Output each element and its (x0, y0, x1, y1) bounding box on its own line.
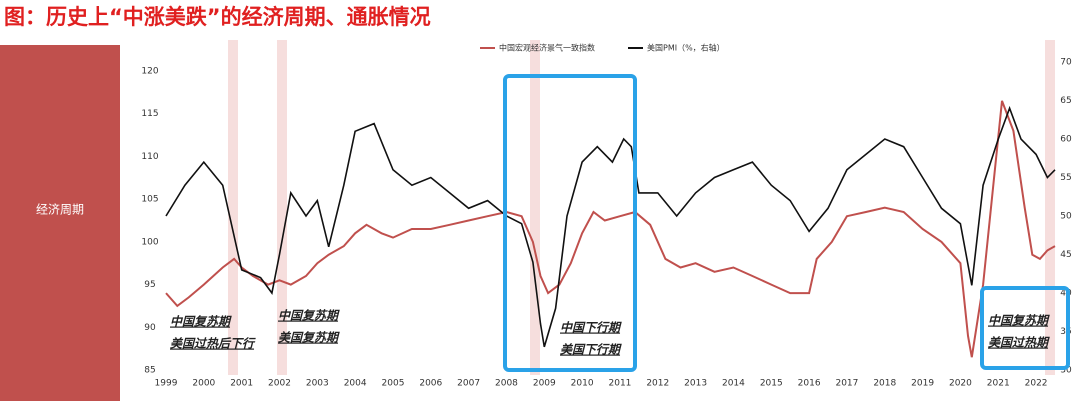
y2-tick-label: 70 (1060, 58, 1072, 68)
highlight-box (503, 74, 637, 372)
y-tick-label: 100 (141, 237, 158, 247)
x-tick-label: 2016 (798, 379, 821, 389)
panel-label: 经济周期 (36, 202, 84, 217)
x-tick-label: 2018 (873, 379, 896, 389)
y2-tick-label: 45 (1060, 250, 1071, 260)
y2-tick-label: 65 (1060, 96, 1071, 106)
y-tick-label: 85 (144, 366, 155, 376)
y2-tick-label: 60 (1060, 135, 1072, 145)
y2-tick-label: 55 (1060, 173, 1071, 183)
x-tick-label: 2006 (419, 379, 442, 389)
legend-label: 美国PMI（%，右轴） (647, 43, 725, 53)
x-tick-label: 2013 (684, 379, 707, 389)
annotation: 美国过热期 (988, 336, 1050, 350)
annotation: 中国复苏期 (170, 315, 232, 329)
x-tick-label: 2002 (268, 379, 291, 389)
x-tick-label: 2021 (987, 379, 1010, 389)
shade (228, 40, 238, 375)
legend-label: 中国宏观经济景气一致指数 (499, 43, 595, 53)
x-tick-label: 2009 (533, 379, 556, 389)
x-tick-label: 1999 (155, 379, 178, 389)
shaded-periods (228, 40, 1055, 375)
y-tick-label: 120 (141, 67, 158, 77)
shade (530, 40, 540, 375)
y2-tick-label: 50 (1060, 212, 1072, 222)
annotation: 中国复苏期 (278, 309, 340, 323)
y-tick-label: 95 (144, 280, 155, 290)
annotation: 中国下行期 (560, 321, 622, 335)
x-tick-label: 2019 (911, 379, 934, 389)
y-tick-label: 110 (141, 152, 158, 162)
x-tick-label: 2001 (230, 379, 253, 389)
y-tick-label: 90 (144, 323, 156, 333)
series-line (165, 105, 1056, 348)
x-tick-label: 2007 (457, 379, 480, 389)
annotation: 中国复苏期 (988, 314, 1050, 328)
y-tick-label: 105 (141, 195, 158, 205)
x-tick-label: 2003 (306, 379, 329, 389)
annotation: 美国复苏期 (278, 331, 340, 345)
series-line (165, 100, 1056, 358)
x-tick-label: 2004 (344, 379, 367, 389)
y2-tick-label: 30 (1060, 366, 1072, 376)
x-tick-label: 2014 (722, 379, 745, 389)
x-tick-label: 2015 (760, 379, 783, 389)
x-tick-label: 2008 (495, 379, 518, 389)
shade (277, 40, 287, 375)
x-tick-label: 2000 (192, 379, 215, 389)
chart-title: 图：历史上“中涨美跌”的经济周期、通胀情况 (4, 5, 431, 29)
shade (1045, 40, 1055, 375)
x-tick-label: 2020 (949, 379, 972, 389)
highlight-box (980, 286, 1070, 370)
x-tick-label: 2012 (646, 379, 669, 389)
x-tick-label: 2022 (1025, 379, 1048, 389)
x-tick-label: 2011 (609, 379, 632, 389)
x-tick-label: 2017 (835, 379, 858, 389)
annotation: 美国下行期 (560, 343, 622, 357)
annotation: 美国过热后下行 (170, 337, 256, 351)
side-panel (0, 45, 120, 401)
x-tick-label: 2005 (382, 379, 405, 389)
x-tick-label: 2010 (571, 379, 594, 389)
y-tick-label: 115 (141, 109, 158, 119)
